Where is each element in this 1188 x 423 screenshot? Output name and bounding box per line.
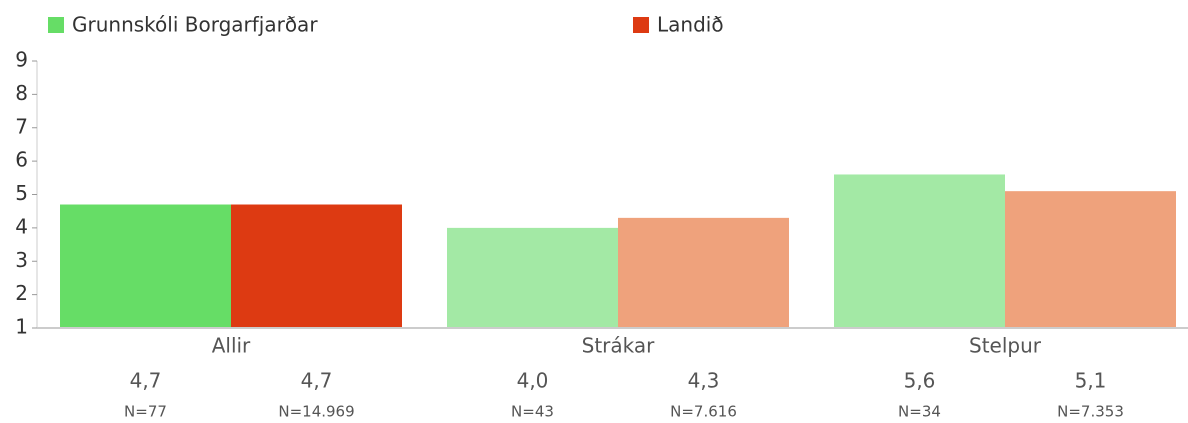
bar <box>60 204 231 328</box>
legend-swatch <box>48 17 64 33</box>
value-label: 4,7 <box>130 369 162 393</box>
x-tick-label: Allir <box>212 334 251 358</box>
n-label: N=14.969 <box>278 403 354 421</box>
y-tick-label: 4 <box>15 214 28 238</box>
n-label: N=34 <box>898 403 941 421</box>
bar <box>618 217 789 328</box>
value-label: 4,3 <box>688 369 720 393</box>
value-label: 5,1 <box>1075 369 1107 393</box>
value-label: 4,7 <box>301 369 333 393</box>
n-label: N=7.616 <box>670 403 737 421</box>
bar <box>447 227 618 328</box>
bar <box>1005 191 1176 328</box>
y-tick-label: 8 <box>15 81 28 105</box>
y-tick-label: 2 <box>15 281 28 305</box>
legend-swatch <box>633 17 649 33</box>
y-tick-label: 5 <box>15 181 28 205</box>
y-tick-label: 9 <box>15 48 28 72</box>
bar <box>231 204 402 328</box>
legend-label: Grunnskóli Borgarfjarðar <box>72 13 318 37</box>
n-label: N=7.353 <box>1057 403 1124 421</box>
value-label: 5,6 <box>904 369 936 393</box>
x-tick-label: Stelpur <box>969 334 1042 358</box>
value-label: 4,0 <box>517 369 549 393</box>
y-tick-label: 1 <box>15 315 28 339</box>
y-tick-label: 3 <box>15 248 28 272</box>
y-tick-label: 7 <box>15 114 28 138</box>
x-tick-label: Strákar <box>582 334 656 358</box>
n-label: N=43 <box>511 403 554 421</box>
y-tick-label: 6 <box>15 148 28 172</box>
legend-label: Landið <box>657 13 724 37</box>
bar <box>834 174 1005 328</box>
n-label: N=77 <box>124 403 167 421</box>
